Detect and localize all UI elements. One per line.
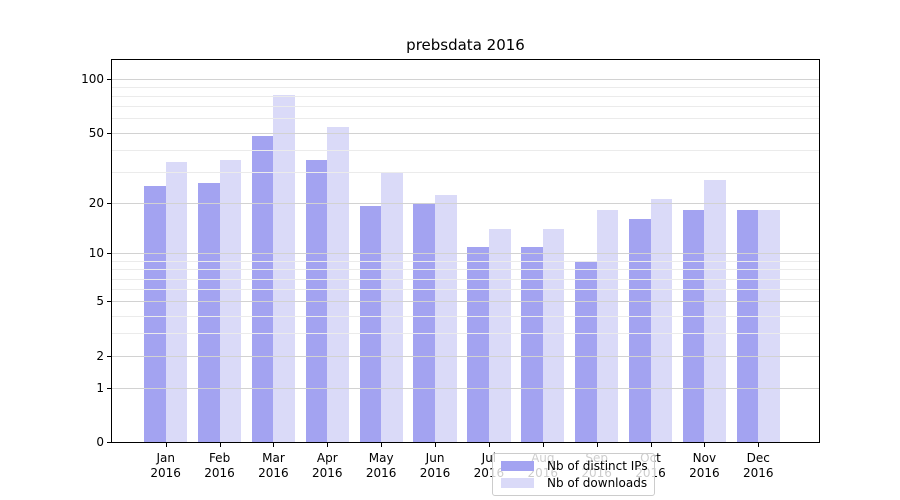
x-tick-mark-jan [165,443,167,447]
bar-feb-distinct-ips [197,182,220,442]
legend-label-distinct-ips: Nb of distinct IPs [547,459,648,473]
gridline-minor-90 [112,86,819,88]
gridline-major-2 [112,355,819,357]
y-tick-label-0: 0 [96,435,104,449]
bar-nov-distinct-ips [682,210,705,442]
gridline-major-5 [112,301,819,303]
legend-item-distinct-ips: Nb of distinct IPs [501,459,648,473]
y-tick-label-1: 1 [96,380,104,395]
y-tick-label-2: 2 [96,348,104,363]
bar-may-distinct-ips [359,206,382,442]
legend: Nb of distinct IPs Nb of downloads [492,453,655,496]
bar-mar-distinct-ips [251,135,274,442]
gridline-minor-6 [112,289,819,291]
bar-jun-downloads [435,195,457,442]
x-tick-mark-may [381,443,383,447]
plot-area: Nb of distinct IPs Nb of downloads [111,59,820,496]
bar-oct-distinct-ips [628,219,651,442]
bar-apr-distinct-ips [305,160,328,442]
x-tick-label-jan: Jan 2016 [150,451,181,480]
bars-layer [112,60,819,442]
y-tick-label-20: 20 [88,195,104,210]
gridline-minor-60 [112,118,819,120]
gridline-minor-70 [112,106,819,108]
x-tick-mark-nov [704,443,706,447]
y-tick-mark-20 [107,202,111,204]
x-tick-mark-dec [758,443,760,447]
y-tick-mark-5 [107,301,111,303]
gridline-minor-4 [112,315,819,317]
bar-mar-downloads [273,95,296,442]
bar-jul-distinct-ips [467,246,489,442]
x-tick-mark-feb [219,443,221,447]
x-tick-mark-oct [650,443,652,447]
x-tick-label-mar: Mar 2016 [258,451,289,480]
bar-may-downloads [381,171,403,442]
y-tick-mark-0 [107,442,111,443]
y-tick-mark-50 [107,132,111,134]
x-tick-mark-aug [542,443,544,447]
gridline-minor-3 [112,333,819,335]
x-tick-label-nov: Nov 2016 [689,451,720,480]
x-tick-label-may: May 2016 [365,451,397,480]
chart-title: prebsdata 2016 [406,36,525,54]
gridline-major-10 [112,253,819,255]
x-tick-label-dec: Dec 2016 [742,451,774,480]
bar-sep-downloads [596,210,619,442]
gridline-major-1 [112,387,819,389]
gridline-major-50 [112,132,819,134]
bar-nov-downloads [704,179,726,442]
legend-swatch-downloads [501,478,534,488]
gridline-minor-7 [112,278,819,280]
gridline-major-100 [112,78,819,80]
bar-jun-distinct-ips [413,202,436,442]
y-tick-mark-10 [107,253,111,255]
y-tick-label-50: 50 [88,125,104,140]
legend-swatch-distinct-ips [501,461,534,471]
y-tick-mark-100 [107,78,111,80]
legend-label-downloads: Nb of downloads [547,476,648,490]
legend-item-downloads: Nb of downloads [501,476,648,490]
bar-sep-distinct-ips [575,261,597,442]
y-tick-mark-2 [107,355,111,357]
x-tick-mark-apr [327,443,329,447]
y-tick-label-5: 5 [96,294,104,309]
gridline-minor-80 [112,96,819,98]
grid-layer [112,60,819,442]
y-tick-mark-1 [107,387,111,389]
y-tick-label-100: 100 [81,71,104,86]
bar-aug-distinct-ips [521,246,543,442]
x-tick-mark-sep [596,443,598,447]
bar-jan-distinct-ips [144,185,166,442]
x-tick-mark-mar [273,443,275,447]
gridline-major-20 [112,202,819,204]
bar-oct-downloads [650,198,673,442]
x-tick-mark-jul [488,443,490,447]
gridline-minor-8 [112,269,819,271]
gridline-minor-40 [112,149,819,151]
x-tick-label-apr: Apr 2016 [312,451,343,480]
x-tick-label-jun: Jun 2016 [419,451,451,480]
bar-dec-downloads [758,210,780,442]
x-tick-label-feb: Feb 2016 [204,451,235,480]
bar-feb-downloads [219,160,242,442]
x-tick-mark-jun [435,443,437,447]
bar-dec-distinct-ips [736,210,759,442]
gridline-minor-9 [112,261,819,262]
gridline-minor-30 [112,171,819,173]
bar-apr-downloads [327,126,349,442]
y-tick-label-10: 10 [88,246,104,261]
